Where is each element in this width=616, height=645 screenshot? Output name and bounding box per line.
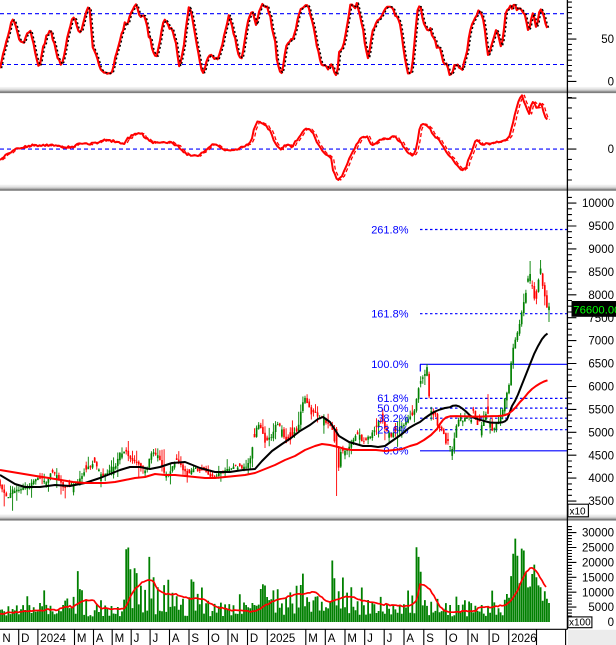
svg-text:A: A [328,633,336,645]
svg-text:9000: 9000 [588,244,614,256]
svg-text:N: N [470,633,478,645]
svg-text:6000: 6000 [588,382,614,394]
svg-text:4500: 4500 [588,450,614,462]
svg-text:M: M [77,633,87,645]
svg-text:0: 0 [608,144,614,156]
svg-text:10000: 10000 [582,587,614,599]
svg-text:50: 50 [601,34,614,46]
svg-text:M: M [347,633,357,645]
svg-text:J: J [134,633,140,645]
svg-text:S: S [426,633,434,645]
svg-text:A: A [172,633,180,645]
svg-text:D: D [21,633,29,645]
svg-text:5500: 5500 [588,405,614,417]
svg-text:50.0%: 50.0% [377,403,408,415]
svg-text:D: D [492,633,500,645]
svg-text:M: M [308,633,318,645]
svg-text:30000: 30000 [582,528,614,540]
svg-text:S: S [191,633,199,645]
svg-text:0: 0 [608,617,614,629]
svg-text:9500: 9500 [588,221,614,233]
svg-text:8000: 8000 [588,290,614,302]
svg-text:x10: x10 [570,506,587,517]
svg-text:61.8%: 61.8% [377,393,408,405]
svg-text:A: A [406,633,414,645]
svg-text:15000: 15000 [582,572,614,584]
svg-text:23.6%: 23.6% [377,425,408,437]
svg-text:2026: 2026 [511,633,537,645]
svg-text:J: J [387,633,393,645]
svg-text:6500: 6500 [588,359,614,371]
svg-text:2024: 2024 [40,633,66,645]
svg-text:A: A [96,633,104,645]
svg-text:8500: 8500 [588,267,614,279]
svg-text:38.2%: 38.2% [377,413,408,425]
svg-text:5000: 5000 [588,427,614,439]
svg-text:M: M [115,633,125,645]
svg-text:2025: 2025 [270,633,296,645]
svg-text:161.8%: 161.8% [371,309,409,321]
svg-text:100.0%: 100.0% [371,359,409,371]
svg-text:O: O [211,633,220,645]
svg-text:0: 0 [608,77,614,89]
svg-text:x100: x100 [569,618,591,629]
svg-text:J: J [367,633,373,645]
svg-text:N: N [2,633,10,645]
svg-text:7000: 7000 [588,336,614,348]
svg-text:10000: 10000 [582,198,614,210]
svg-text:D: D [250,633,258,645]
svg-text:25000: 25000 [582,543,614,555]
svg-text:76600.00: 76600.00 [573,304,616,316]
svg-text:5000: 5000 [588,602,614,614]
svg-text:261.8%: 261.8% [371,224,409,236]
svg-text:20000: 20000 [582,558,614,570]
svg-text:N: N [230,633,238,645]
svg-text:3500: 3500 [588,496,614,508]
svg-text:J: J [153,633,159,645]
svg-text:O: O [449,633,458,645]
svg-text:4000: 4000 [588,473,614,485]
